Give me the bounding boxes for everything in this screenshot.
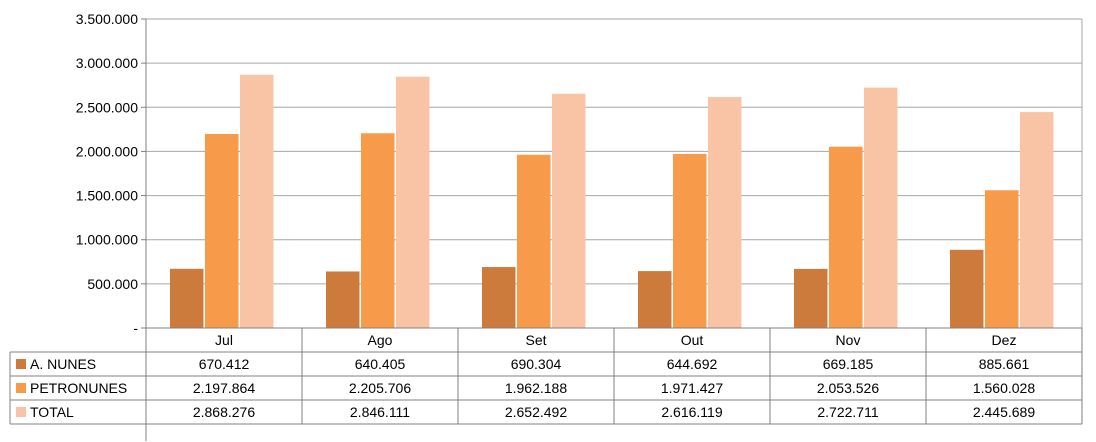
data-table: Jul Ago Set Out Nov Dez A. NUNES 670.412 640.405…: [9, 327, 1083, 425]
x-tick-label: Ago: [368, 332, 393, 348]
bar: [326, 271, 360, 328]
bars: [170, 74, 1054, 329]
data-label: 690.304: [511, 356, 562, 372]
bar: [985, 190, 1019, 328]
y-tick-label: 1.000.000: [76, 232, 138, 248]
y-tick-label: 2.000.000: [76, 143, 138, 159]
bar: [396, 76, 430, 328]
data-label: 885.661: [979, 356, 1030, 372]
data-label: 2.197.864: [193, 380, 255, 396]
bar: [673, 153, 707, 328]
bar: [708, 97, 742, 329]
legend-swatch: [16, 407, 26, 417]
bar: [240, 74, 274, 328]
legend-label: TOTAL: [30, 404, 74, 420]
x-tick-label: Set: [525, 332, 546, 348]
axes: [141, 18, 1083, 441]
y-tick-label: 1.500.000: [76, 188, 138, 204]
bar: [552, 93, 586, 328]
bar: [170, 268, 204, 328]
data-label: 2.846.111: [350, 404, 410, 420]
x-tick-label: Out: [681, 332, 704, 348]
data-label: 1.560.028: [973, 380, 1035, 396]
data-label: 644.692: [667, 356, 718, 372]
y-tick-label: 2.500.000: [76, 99, 138, 115]
data-label: 1.971.427: [661, 380, 723, 396]
bar: [829, 146, 863, 328]
x-tick-label: Jul: [215, 332, 233, 348]
gridlines: [146, 18, 1082, 285]
legend-label: A. NUNES: [30, 356, 96, 372]
bar: [794, 268, 828, 328]
y-tick-label: 3.500.000: [76, 11, 138, 27]
data-label: 2.868.276: [193, 404, 255, 420]
data-label: 670.412: [199, 356, 250, 372]
legend-label: PETRONUNES: [30, 380, 127, 396]
y-tick-label: 500.000: [87, 276, 138, 292]
y-tick-label: -: [133, 320, 138, 336]
data-label: 2.722.711: [817, 404, 878, 420]
x-tick-label: Nov: [836, 332, 861, 348]
bar: [950, 249, 984, 328]
data-label: 640.405: [355, 356, 406, 372]
data-label: 2.205.706: [349, 380, 411, 396]
x-tick-label: Dez: [992, 332, 1017, 348]
y-tick-labels: - 500.000 1.000.000 1.500.000 2.000.000 2.500…: [76, 11, 139, 336]
data-label: 1.962.188: [505, 380, 567, 396]
bar: [864, 87, 898, 329]
legend-swatch: [16, 383, 26, 393]
data-label: 2.652.492: [505, 404, 567, 420]
bar: [1020, 112, 1054, 328]
data-label: 669.185: [823, 356, 874, 372]
y-tick-label: 3.000.000: [76, 55, 138, 71]
bar: [482, 267, 516, 328]
bar: [361, 133, 395, 328]
bar: [638, 271, 672, 328]
data-label: 2.445.689: [973, 404, 1035, 420]
data-label: 2.053.526: [817, 380, 879, 396]
legend-swatch: [16, 359, 26, 369]
data-label: 2.616.119: [661, 404, 722, 420]
bar: [205, 133, 239, 328]
bar: [517, 154, 551, 328]
